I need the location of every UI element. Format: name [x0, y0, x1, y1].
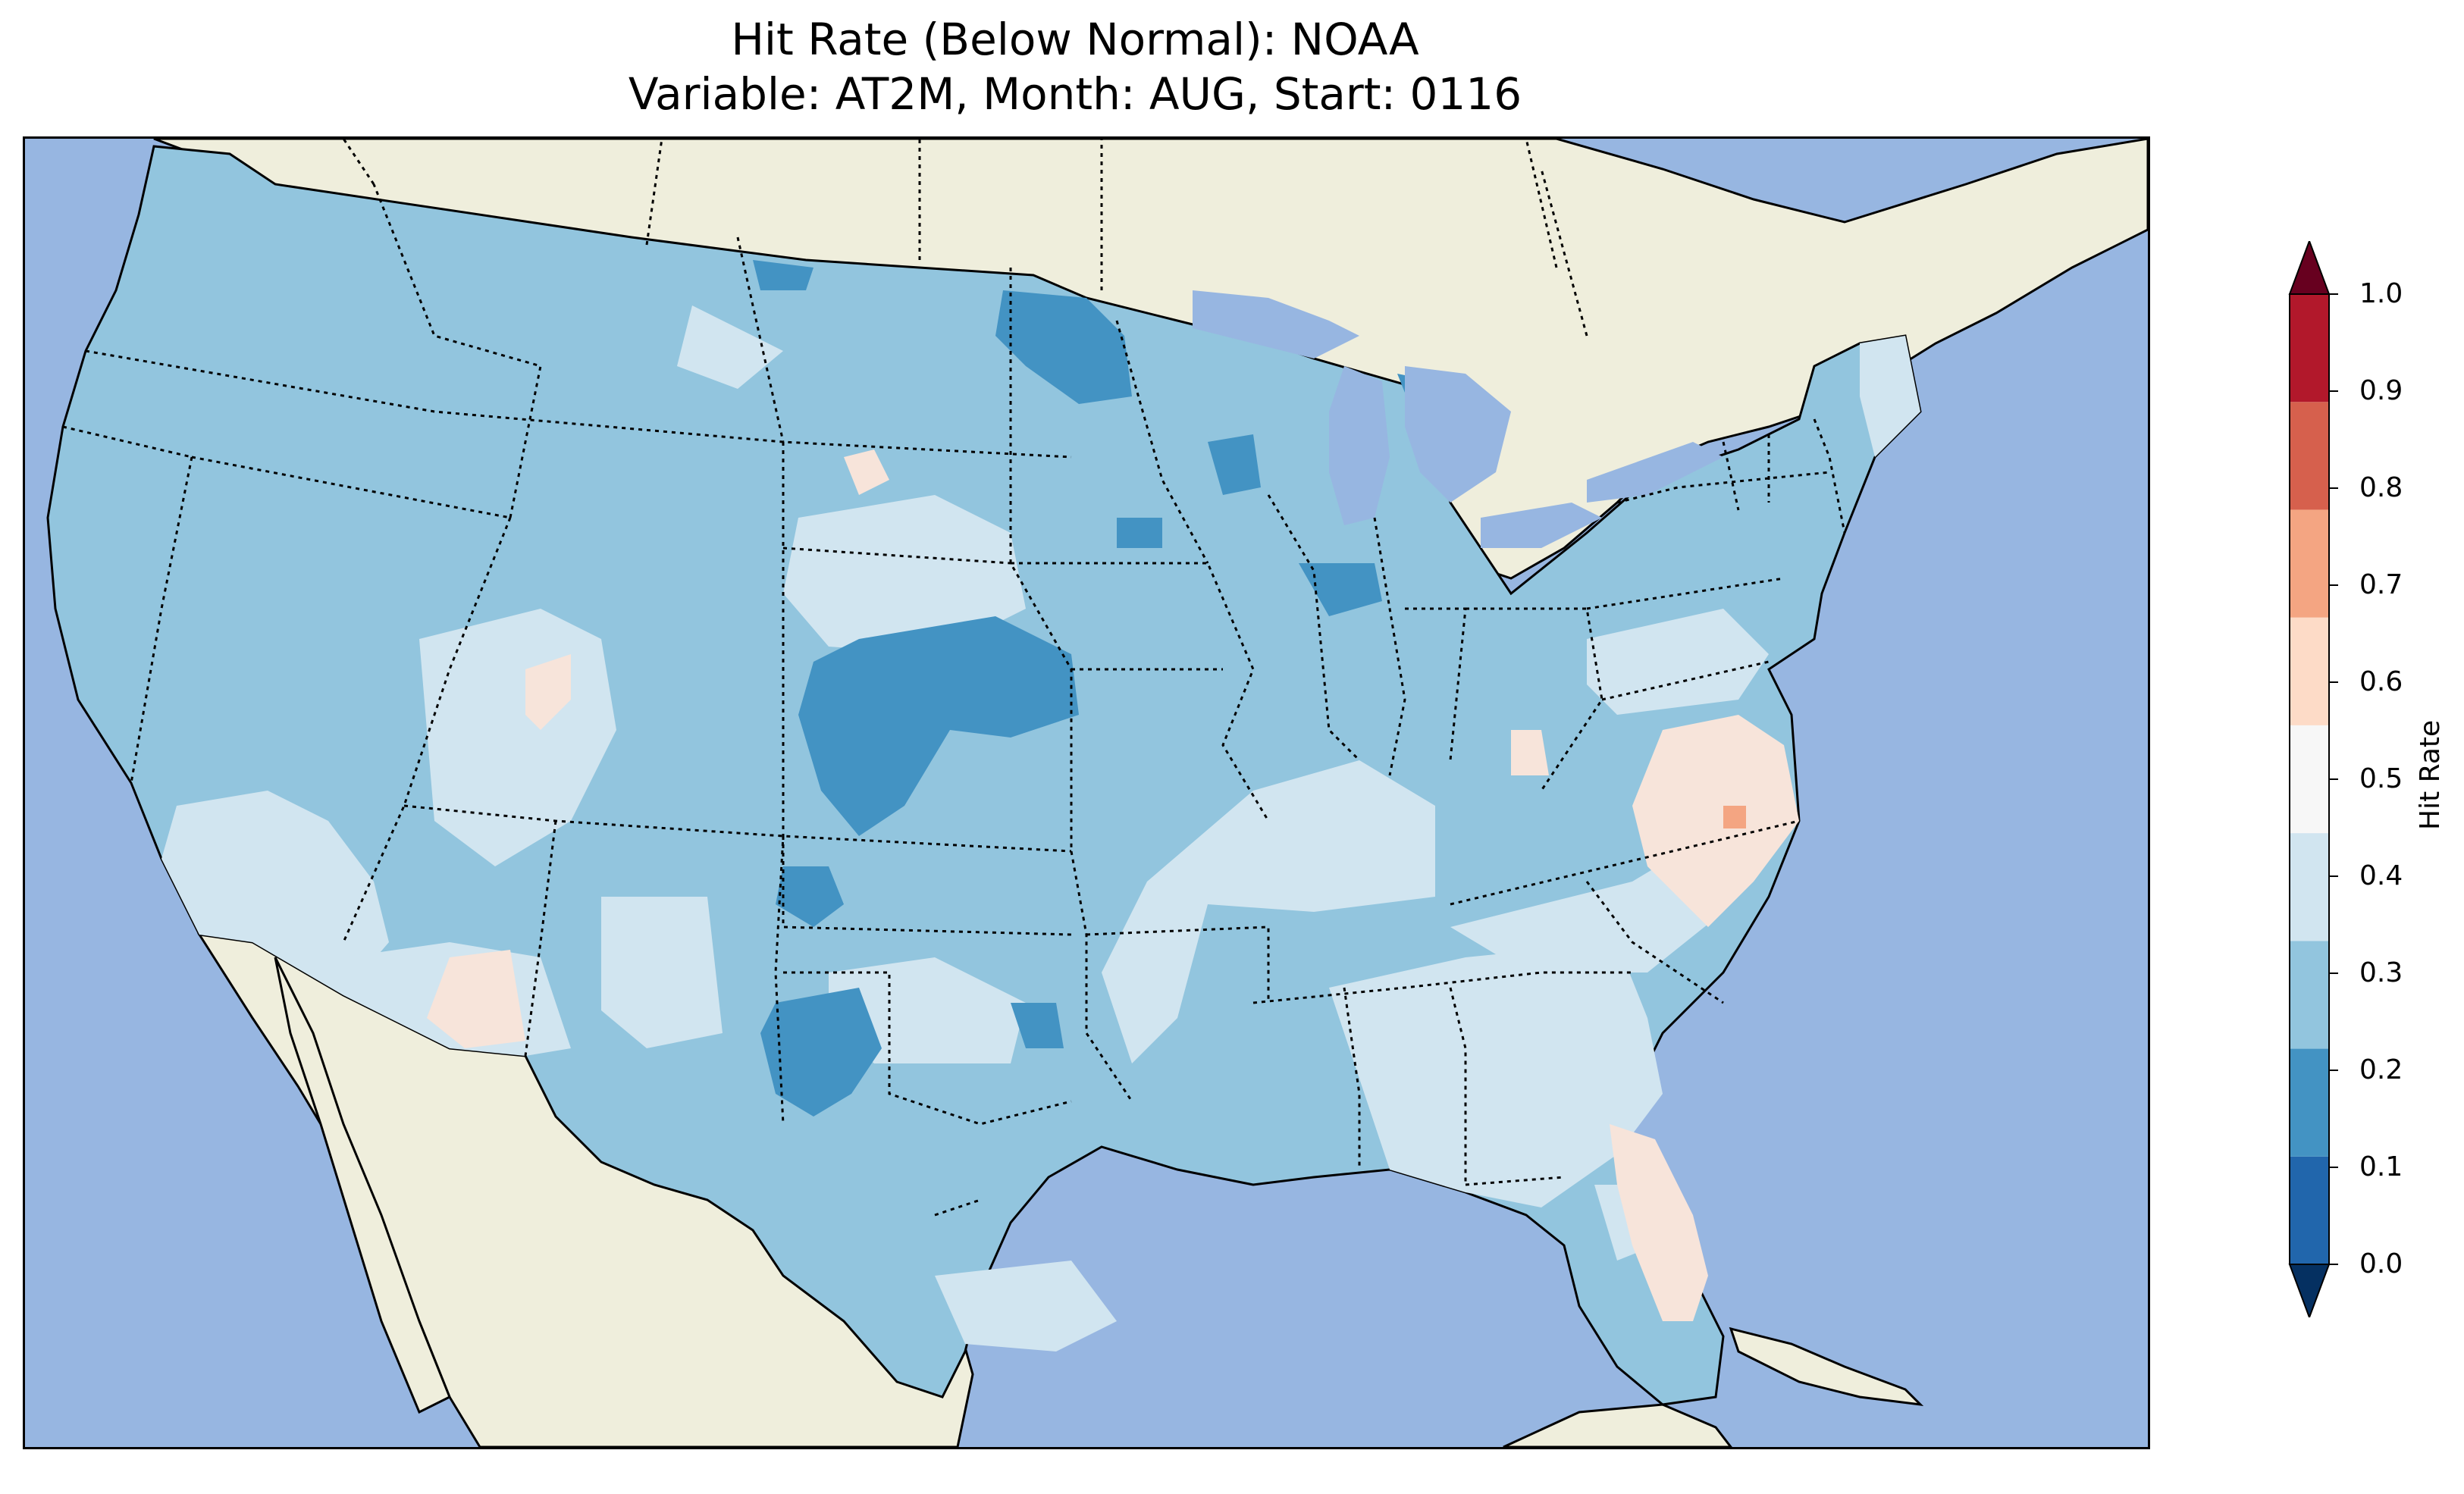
hit-rate-06-07-cell — [1723, 806, 1746, 828]
colorbar-bin — [2290, 833, 2329, 941]
baja-land — [274, 957, 451, 1414]
colorbar-tick-label: 0.9 — [2359, 375, 2403, 406]
yucatan-land — [1503, 1403, 1732, 1447]
country-borders — [342, 139, 1588, 1217]
colorbar-tick-label: 0.8 — [2359, 472, 2403, 503]
cuba-land — [1729, 1326, 1924, 1407]
hit-rate-02-03-regions — [753, 260, 1443, 1117]
colorbar-bin — [2290, 725, 2329, 834]
colorbar-tick-label: 0.7 — [2359, 569, 2403, 600]
great-lakes — [1193, 290, 1723, 548]
colorbar-tick-label: 0.3 — [2359, 957, 2403, 988]
colorbar-bin — [2290, 402, 2329, 510]
colorbar-bin — [2290, 1048, 2329, 1157]
colorbar-tick-label: 0.5 — [2359, 763, 2403, 794]
colorbar-bin — [2290, 1156, 2329, 1264]
chart-title: Hit Rate (Below Normal): NOAA — [731, 14, 1419, 65]
colorbar-extend-low — [2288, 1264, 2331, 1317]
colorbar-tick-label: 0.6 — [2359, 666, 2403, 697]
colorbar-tick-label: 0.1 — [2359, 1151, 2403, 1182]
colorbar-bin — [2290, 294, 2329, 402]
colorbar-bin — [2290, 617, 2329, 725]
colorbar-tick-label: 0.4 — [2359, 860, 2403, 891]
colorbar-bin — [2290, 509, 2329, 618]
colorbar-tick-label: 0.0 — [2359, 1248, 2403, 1279]
colorbar-tick-label: 0.2 — [2359, 1054, 2403, 1085]
chart-subtitle: Variable: AT2M, Month: AUG, Start: 0116 — [628, 68, 1522, 120]
map-panel — [23, 136, 2150, 1449]
colorbar — [2288, 241, 2338, 1317]
colorbar-tick-label: 1.0 — [2359, 278, 2403, 309]
state-borders — [62, 183, 1846, 1186]
colorbar-extend-high — [2288, 241, 2331, 295]
colorbar-label: Hit Rate — [2415, 719, 2446, 830]
colorbar-bin — [2290, 941, 2329, 1049]
hit-rate-05-06-regions — [427, 449, 1799, 1321]
map-canvas — [25, 139, 2148, 1447]
